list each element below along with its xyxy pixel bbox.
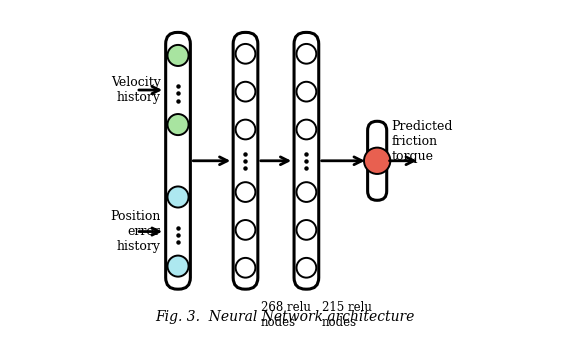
Circle shape	[296, 258, 316, 277]
Circle shape	[168, 45, 189, 66]
Text: 268 relu
nodes: 268 relu nodes	[261, 301, 311, 329]
Text: Predicted
friction
torque: Predicted friction torque	[392, 120, 453, 163]
Text: 215 relu
nodes: 215 relu nodes	[322, 301, 372, 329]
FancyBboxPatch shape	[166, 32, 190, 289]
Circle shape	[235, 182, 255, 202]
Circle shape	[168, 187, 189, 208]
Circle shape	[235, 82, 255, 101]
Circle shape	[296, 220, 316, 240]
Circle shape	[296, 44, 316, 64]
Circle shape	[235, 220, 255, 240]
FancyBboxPatch shape	[294, 32, 319, 289]
Circle shape	[235, 44, 255, 64]
Circle shape	[296, 182, 316, 202]
Circle shape	[296, 120, 316, 139]
Circle shape	[296, 82, 316, 101]
FancyBboxPatch shape	[233, 32, 258, 289]
Circle shape	[235, 120, 255, 139]
Circle shape	[168, 114, 189, 135]
Text: Fig. 3.  Neural Network architecture: Fig. 3. Neural Network architecture	[155, 310, 415, 324]
Circle shape	[235, 258, 255, 277]
Text: Velocity
history: Velocity history	[111, 76, 161, 104]
Circle shape	[168, 256, 189, 276]
FancyBboxPatch shape	[368, 121, 386, 200]
Text: Position
error
history: Position error history	[111, 210, 161, 253]
Circle shape	[364, 148, 390, 174]
